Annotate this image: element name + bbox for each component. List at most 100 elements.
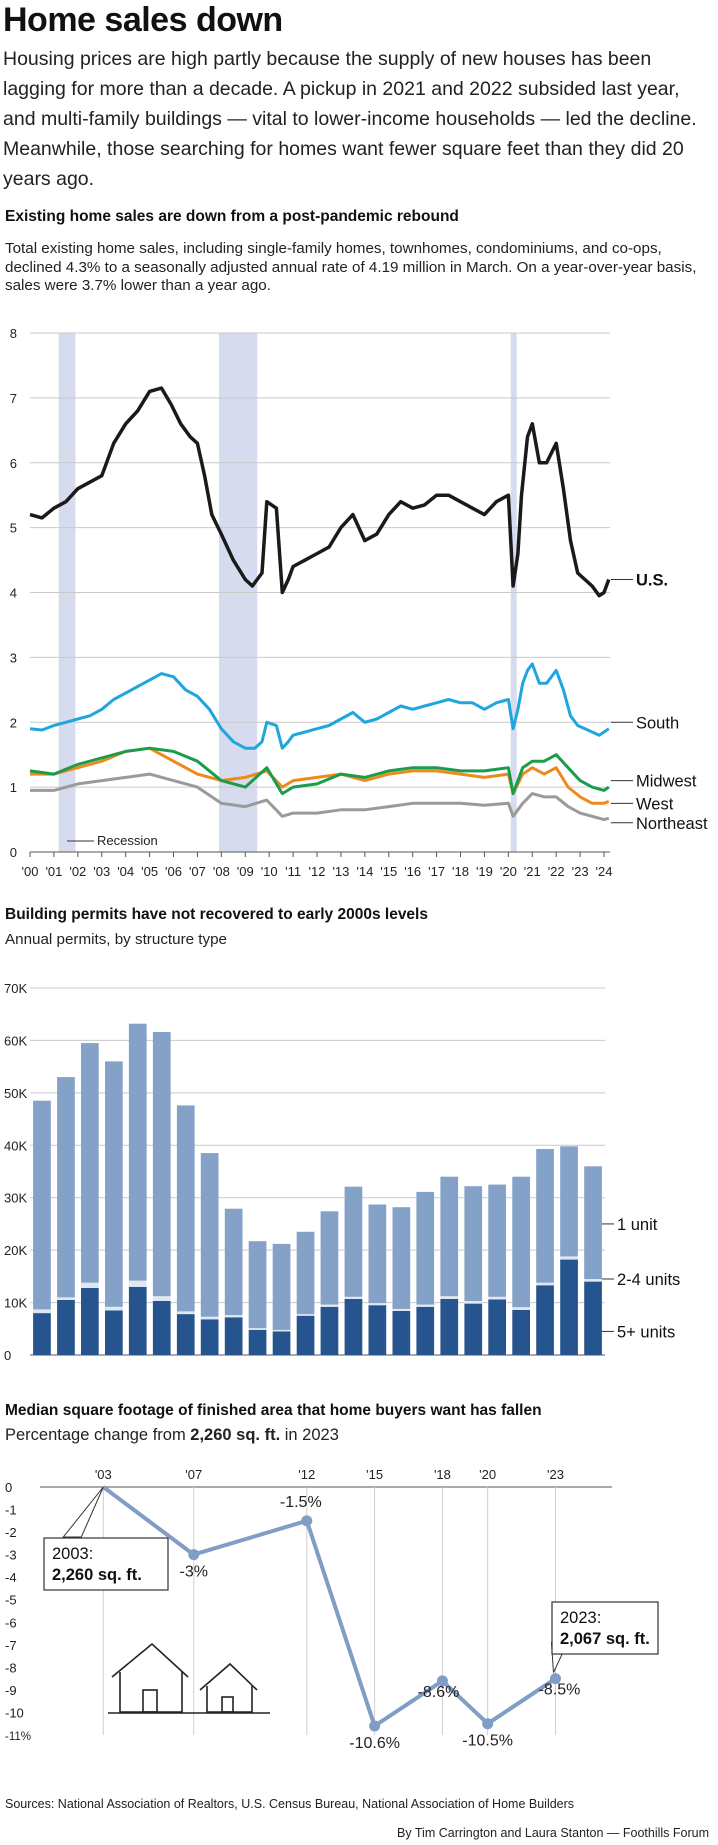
y-tick-label: 70K bbox=[4, 981, 27, 996]
y-tick-label: 0 bbox=[5, 1480, 12, 1495]
series-label-south: South bbox=[636, 714, 679, 732]
callout-2003-value: 2,260 sq. ft. bbox=[52, 1566, 142, 1584]
callout-2003-box bbox=[43, 1537, 169, 1591]
bar-segment-2-4-units bbox=[512, 1307, 530, 1310]
bar-segment-5-units bbox=[176, 1314, 195, 1355]
bar-segment-1-unit bbox=[536, 1149, 554, 1283]
x-tick-label: '00 bbox=[22, 864, 39, 879]
data-label: -3% bbox=[180, 1564, 208, 1581]
house-large-door bbox=[142, 1689, 158, 1713]
bar-segment-5-units bbox=[152, 1301, 171, 1355]
bar-segment-2-4-units bbox=[200, 1316, 219, 1320]
callout-2003-label: 2003: bbox=[52, 1545, 93, 1563]
bar-segment-1-unit bbox=[152, 1032, 171, 1297]
sources: Sources: National Association of Realtor… bbox=[5, 1797, 575, 1811]
x-tick-label: '20 bbox=[479, 1467, 496, 1482]
y-tick-label: 8 bbox=[10, 326, 17, 341]
x-tick-label: '10 bbox=[261, 864, 278, 879]
bar-segment-2-4-units bbox=[488, 1296, 506, 1300]
series-label-northeast: Northeast bbox=[636, 815, 708, 833]
y-tick-label: 0 bbox=[10, 845, 17, 860]
bar-segment-1-unit bbox=[296, 1231, 315, 1315]
bar-segment-1-unit bbox=[105, 1061, 123, 1307]
data-label: -8.5% bbox=[539, 1682, 581, 1699]
sqft-subtitle-pre: Percentage change from bbox=[5, 1426, 191, 1444]
sqft-chart-title: Median square footage of finished area t… bbox=[5, 1402, 542, 1419]
x-tick-label: '02 bbox=[69, 864, 86, 879]
x-tick-label: '18 bbox=[452, 864, 469, 879]
x-tick-label: '05 bbox=[141, 864, 158, 879]
x-tick-label: '11 bbox=[285, 864, 301, 879]
x-tick-label: '03 bbox=[93, 864, 110, 879]
bar-segment-1-unit bbox=[512, 1176, 530, 1308]
bar-segment-2-4-units bbox=[296, 1314, 315, 1316]
series-label-2-4-units: 2-4 units bbox=[617, 1271, 680, 1289]
bar-segment-1-unit bbox=[81, 1043, 99, 1283]
permits-chart-title: Building permits have not recovered to e… bbox=[5, 906, 428, 923]
bar-segment-5-units bbox=[105, 1310, 123, 1355]
bar-segment-1-unit bbox=[176, 1105, 195, 1312]
bar-segment-1-unit bbox=[584, 1166, 602, 1279]
bar-segment-1-unit bbox=[224, 1208, 243, 1316]
data-point bbox=[549, 1673, 561, 1685]
y-tick-label: 50K bbox=[4, 1086, 27, 1101]
x-tick-label: '03 bbox=[95, 1467, 112, 1482]
callout-2003-pointer bbox=[62, 1486, 104, 1538]
houses-illustration bbox=[108, 1642, 270, 1714]
y-tick-label: 10K bbox=[4, 1296, 27, 1311]
series-line-midwest bbox=[29, 746, 610, 796]
bar-segment-2-4-units bbox=[272, 1329, 291, 1332]
series-label-west: West bbox=[636, 795, 674, 813]
bar-segment-5-units bbox=[488, 1299, 506, 1355]
data-point bbox=[301, 1515, 313, 1527]
series-line-west bbox=[30, 746, 610, 805]
sales-chart-body: Total existing home sales, including sin… bbox=[5, 240, 697, 294]
bar-segment-5-units bbox=[536, 1285, 554, 1355]
bar-segment-2-4-units bbox=[33, 1309, 51, 1314]
bar-segment-2-4-units bbox=[536, 1282, 554, 1286]
y-tick-label: -11% bbox=[5, 1731, 31, 1743]
bar-segment-2-4-units bbox=[560, 1256, 578, 1260]
x-tick-label: '23 bbox=[572, 864, 589, 879]
y-tick-label: 2 bbox=[10, 715, 17, 730]
x-tick-label: '17 bbox=[428, 864, 445, 879]
permits-bar-chart: 010K20K30K40K50K60K70K'00'01'02'03'04'05… bbox=[4, 981, 680, 1360]
bar-segment-5-units bbox=[368, 1305, 387, 1355]
bar-segment-5-units bbox=[464, 1303, 483, 1355]
y-tick-label: 0 bbox=[4, 1348, 11, 1360]
bar-segment-5-units bbox=[440, 1298, 459, 1355]
y-tick-label: 20K bbox=[4, 1243, 27, 1258]
bar-segment-1-unit bbox=[368, 1204, 387, 1304]
x-tick-label: '01 bbox=[45, 864, 62, 879]
x-tick-label: '08 bbox=[213, 864, 230, 879]
bar-segment-5-units bbox=[248, 1329, 267, 1355]
sales-chart-title: Existing home sales are down from a post… bbox=[5, 208, 459, 225]
bar-segment-1-unit bbox=[272, 1243, 291, 1330]
x-tick-label: '19 bbox=[476, 864, 493, 879]
house-small-walls bbox=[206, 1686, 253, 1713]
x-tick-label: '13 bbox=[332, 864, 349, 879]
y-tick-label: -7 bbox=[5, 1638, 17, 1653]
permits-chart-subtitle: Annual permits, by structure type bbox=[5, 931, 228, 948]
data-point bbox=[188, 1549, 200, 1561]
x-tick-label: '21 bbox=[524, 864, 541, 879]
data-point bbox=[436, 1675, 448, 1687]
bar-segment-1-unit bbox=[57, 1077, 75, 1298]
bar-segment-1-unit bbox=[488, 1184, 506, 1297]
bar-segment-5-units bbox=[33, 1313, 51, 1355]
x-tick-label: '16 bbox=[404, 864, 421, 879]
y-tick-label: -10 bbox=[5, 1705, 24, 1720]
series-line-northeast bbox=[30, 772, 610, 822]
sqft-chart-subtitle: Percentage change from 2,260 sq. ft. in … bbox=[5, 1426, 710, 1445]
bar-segment-5-units bbox=[272, 1331, 291, 1355]
bar-segment-1-unit bbox=[440, 1176, 459, 1297]
x-tick-label: '07 bbox=[189, 864, 206, 879]
house-large-walls bbox=[119, 1672, 183, 1713]
y-tick-label: -2 bbox=[5, 1525, 17, 1540]
x-tick-label: '14 bbox=[356, 864, 373, 879]
bar-segment-1-unit bbox=[416, 1191, 435, 1305]
bar-segment-1-unit bbox=[320, 1211, 339, 1305]
bar-segment-5-units bbox=[392, 1311, 411, 1355]
y-tick-label: 1 bbox=[10, 780, 17, 795]
bar-segment-2-4-units bbox=[152, 1296, 171, 1301]
